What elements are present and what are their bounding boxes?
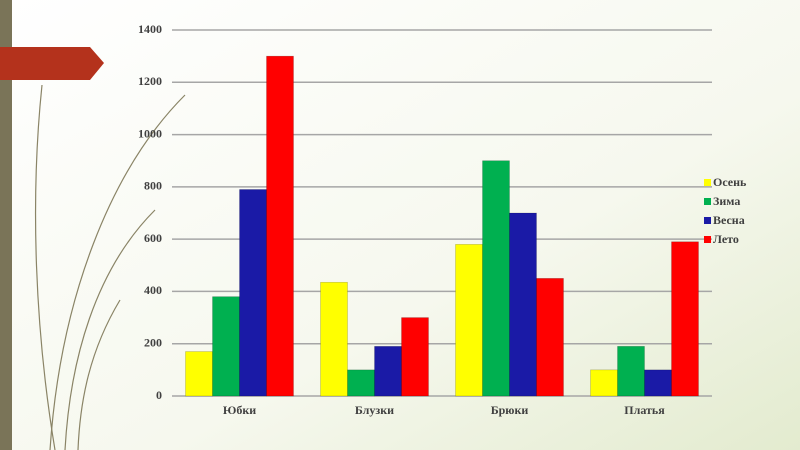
legend-swatch (704, 236, 711, 243)
bar (212, 296, 240, 397)
y-tick-label: 1400 (138, 22, 162, 36)
bar (671, 241, 699, 397)
bar (536, 278, 564, 397)
bar (239, 189, 267, 397)
arrow-banner (0, 47, 104, 80)
bar (374, 346, 402, 397)
y-tick-label: 1200 (138, 74, 162, 88)
bar (617, 346, 645, 397)
y-tick-label: 1000 (138, 126, 162, 140)
legend-swatch (704, 198, 711, 205)
bar (590, 369, 618, 397)
bar (347, 369, 375, 397)
y-tick-label: 400 (144, 283, 162, 297)
y-tick-label: 800 (144, 179, 162, 193)
x-tick-label: Блузки (355, 403, 394, 417)
bar (482, 160, 510, 397)
bar (185, 351, 213, 397)
bar (509, 212, 537, 397)
bar (320, 281, 348, 397)
decor-lines (34, 84, 186, 450)
bar (644, 369, 672, 397)
bar (455, 244, 483, 397)
y-tick-label: 600 (144, 231, 162, 245)
x-tick-label: Брюки (491, 403, 529, 417)
bar (266, 55, 294, 397)
legend-label: Весна (713, 213, 745, 227)
x-tick-label: Платья (624, 403, 665, 417)
legend-swatch (704, 217, 711, 224)
legend-label: Лето (713, 232, 739, 246)
bar (401, 317, 429, 397)
side-band (0, 0, 12, 450)
legend-label: Осень (713, 175, 747, 189)
legend-swatch (704, 179, 711, 186)
legend-label: Зима (713, 194, 740, 208)
y-tick-label: 0 (156, 388, 162, 402)
x-tick-label: Юбки (223, 403, 256, 417)
y-tick-label: 200 (144, 335, 162, 349)
